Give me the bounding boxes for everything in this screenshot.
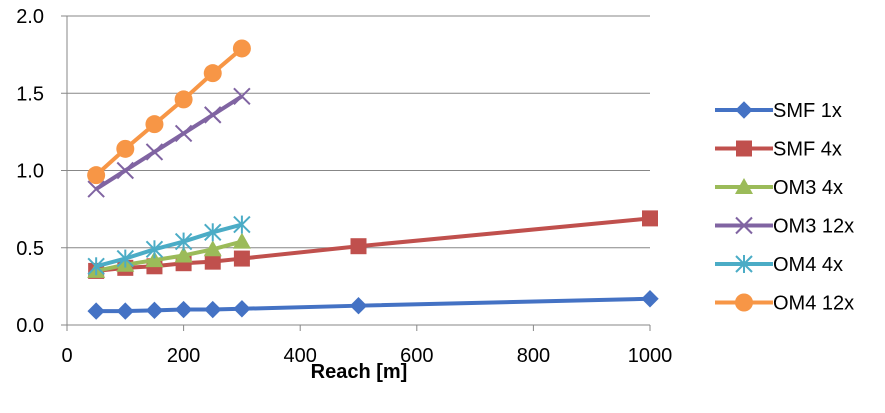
y-tick-label: 0.5 <box>16 238 44 260</box>
x-tick-label: 0 <box>61 345 72 367</box>
y-tick-label: 1.5 <box>16 83 44 105</box>
data-point <box>204 300 222 319</box>
legend-marker <box>735 101 753 119</box>
data-point <box>349 296 368 315</box>
data-point <box>204 223 222 242</box>
legend-label: OM4 12x <box>773 293 854 315</box>
legend-label: OM4 4x <box>773 254 843 276</box>
x-tick-labels: 0 200 400 600 800 1000 <box>61 345 672 367</box>
data-point <box>87 257 105 276</box>
series-om4-4x <box>87 215 251 276</box>
series-line <box>95 94 243 191</box>
data-point <box>233 250 250 267</box>
data-point <box>204 253 221 270</box>
legend-marker <box>735 178 753 194</box>
legend-label: OM3 12x <box>773 216 854 238</box>
data-point <box>641 290 659 308</box>
data-point <box>174 124 193 143</box>
data-point <box>87 302 105 320</box>
data-point <box>232 39 251 58</box>
y-tick-label: 1.0 <box>16 161 44 183</box>
legend-item-om4-12x: OM4 12x <box>715 293 854 315</box>
data-point <box>174 90 193 109</box>
data-point <box>116 249 135 268</box>
series-line <box>95 222 243 269</box>
series-om4-12x <box>87 39 251 185</box>
x-tick-label: 800 <box>517 345 550 367</box>
data-point <box>87 180 105 198</box>
x-tick-label: 600 <box>400 345 433 367</box>
data-point <box>642 210 658 227</box>
legend-item-om3-4x: OM3 4x <box>715 177 843 199</box>
y-tick-label: 0.0 <box>16 315 44 337</box>
legend-marker <box>735 255 753 273</box>
data-point <box>145 301 164 320</box>
legend-item-smf-1x: SMF 1x <box>715 100 842 122</box>
data-point <box>116 302 135 320</box>
data-point <box>233 300 251 318</box>
data-point <box>350 238 367 255</box>
y-tick-labels: 0.0 0.5 1.0 1.5 2.0 <box>16 6 44 337</box>
data-point <box>174 246 193 263</box>
x-tick-label: 400 <box>284 345 317 367</box>
y-tick-label: 2.0 <box>16 6 44 28</box>
plot-series <box>87 39 659 320</box>
legend-item-smf-4x: SMF 4x <box>715 139 842 161</box>
data-point <box>233 215 251 234</box>
data-point <box>145 240 164 259</box>
data-point <box>204 106 222 124</box>
data-point <box>233 87 251 106</box>
series-om3-12x <box>87 87 251 198</box>
data-point <box>145 143 164 161</box>
data-point <box>116 139 135 158</box>
legend-marker <box>736 140 752 157</box>
legend-label: OM3 4x <box>773 177 843 199</box>
legend-marker <box>735 216 753 235</box>
x-tick-label: 1000 <box>628 345 673 367</box>
data-point <box>116 161 135 180</box>
x-tick-label: 200 <box>167 345 200 367</box>
data-point <box>174 232 193 251</box>
data-point <box>87 166 106 185</box>
x-axis-title: Reach [m] <box>311 361 408 383</box>
legend: SMF 1x SMF 4x OM3 4x OM3 12x OM4 4x OM4 12x <box>715 100 854 315</box>
data-point <box>203 240 222 257</box>
data-point <box>203 64 222 83</box>
data-point <box>232 232 251 249</box>
data-point <box>174 300 193 319</box>
legend-marker <box>735 293 753 312</box>
legend-label: SMF 1x <box>773 100 842 122</box>
legend-item-om4-4x: OM4 4x <box>715 254 843 276</box>
series-smf-1x <box>87 290 659 320</box>
legend-label: SMF 4x <box>773 139 842 161</box>
data-point <box>145 251 164 268</box>
data-point <box>145 115 164 134</box>
axes <box>61 15 651 331</box>
legend-item-om3-12x: OM3 12x <box>715 216 854 238</box>
